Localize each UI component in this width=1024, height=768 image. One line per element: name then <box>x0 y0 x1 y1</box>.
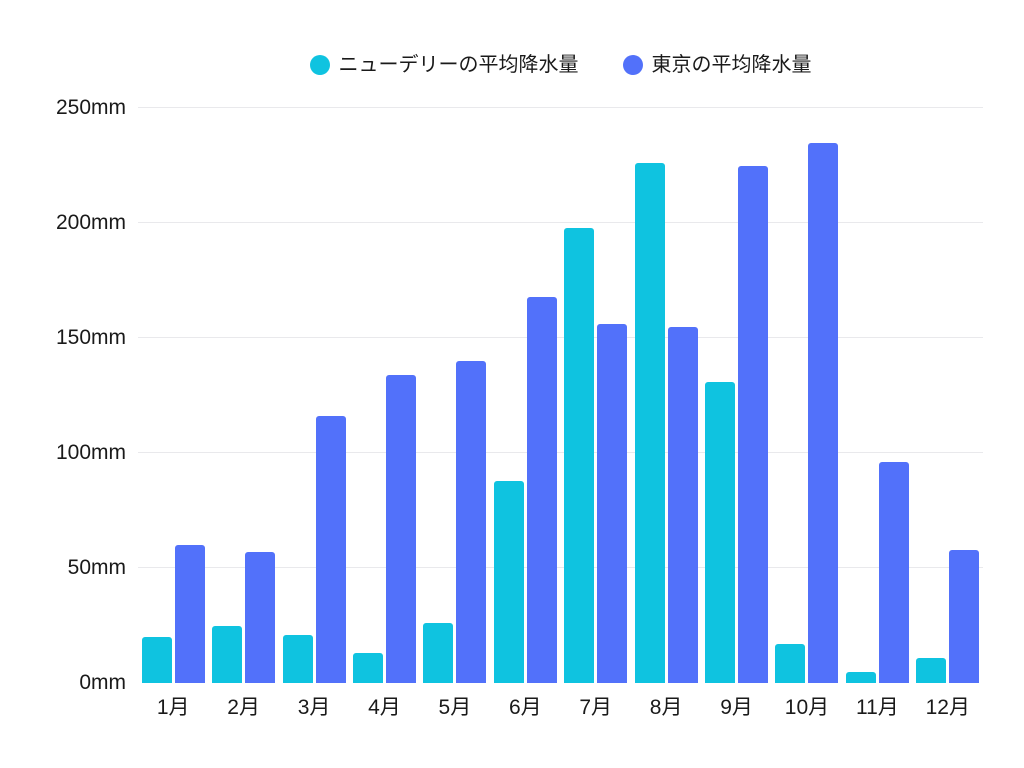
bar-7月-series0 <box>564 227 595 683</box>
bar-4月-series0 <box>352 653 383 683</box>
bar-1月-series0 <box>141 637 172 683</box>
bar-4月-series1 <box>385 374 416 683</box>
legend-dot-tokyo-icon <box>622 55 643 75</box>
gridline-150 <box>138 337 983 338</box>
x-tick-label-5月: 5月 <box>438 696 472 719</box>
bar-6月-series1 <box>526 296 557 683</box>
bar-8月-series1 <box>667 326 698 683</box>
bar-5月-series1 <box>456 361 487 683</box>
bar-12月-series1 <box>949 549 980 683</box>
x-tick-label-2月: 2月 <box>227 696 260 719</box>
bar-3月-series1 <box>315 416 346 683</box>
y-tick-label-100: 100mm <box>55 441 126 464</box>
x-tick-label-3月: 3月 <box>297 696 331 719</box>
legend-item-tokyo[interactable]: 東京の平均降水量 <box>622 54 812 76</box>
bar-7月-series1 <box>597 324 628 683</box>
x-tick-label-12月: 12月 <box>925 696 970 719</box>
x-axis: 1月 2月 3月 4月 5月 6月 7月 8月 9月 10月 11月 12月 <box>138 691 983 721</box>
y-tick-label-150: 150mm <box>55 326 126 349</box>
bar-2月-series0 <box>212 625 243 683</box>
gridline-200 <box>138 222 983 223</box>
y-tick-label-50: 50mm <box>67 556 126 579</box>
x-tick-label-7月: 7月 <box>579 696 613 719</box>
x-tick-label-8月: 8月 <box>649 696 683 719</box>
bar-6月-series0 <box>493 480 524 683</box>
legend: ニューデリーの平均降水量 東京の平均降水量 <box>138 50 983 80</box>
bar-5月-series0 <box>423 623 454 683</box>
bar-11月-series1 <box>878 462 909 683</box>
y-tick-label-250: 250mm <box>55 96 126 119</box>
bar-9月-series0 <box>705 381 736 683</box>
bar-10月-series1 <box>808 142 839 683</box>
bar-12月-series0 <box>916 657 947 683</box>
bar-2月-series1 <box>245 551 276 683</box>
x-tick-label-4月: 4月 <box>368 696 401 719</box>
y-axis: 0mm 50mm 100mm 150mm 200mm 250mm <box>0 96 126 694</box>
gridline-250 <box>138 107 983 108</box>
y-tick-label-0: 0mm <box>79 671 126 694</box>
x-tick-label-10月: 10月 <box>784 696 830 719</box>
legend-label-newdelhi: ニューデリーの平均降水量 <box>338 54 579 76</box>
legend-dot-newdelhi-icon <box>309 55 330 75</box>
x-tick-label-9月: 9月 <box>720 696 753 719</box>
gridline-50 <box>138 567 983 568</box>
plot-area <box>138 107 983 683</box>
y-tick-label-200: 200mm <box>55 211 126 234</box>
bar-11月-series0 <box>845 671 876 683</box>
x-tick-label-6月: 6月 <box>508 696 542 719</box>
x-tick-label-11月: 11月 <box>855 696 899 719</box>
bar-10月-series0 <box>775 643 806 683</box>
bar-1月-series1 <box>174 545 205 683</box>
legend-label-tokyo: 東京の平均降水量 <box>651 54 812 76</box>
bar-9月-series1 <box>738 165 769 683</box>
gridline-100 <box>138 452 983 453</box>
bar-3月-series0 <box>282 634 313 683</box>
x-tick-label-1月: 1月 <box>156 696 190 719</box>
legend-item-newdelhi[interactable]: ニューデリーの平均降水量 <box>309 54 579 76</box>
bar-8月-series0 <box>634 163 665 683</box>
